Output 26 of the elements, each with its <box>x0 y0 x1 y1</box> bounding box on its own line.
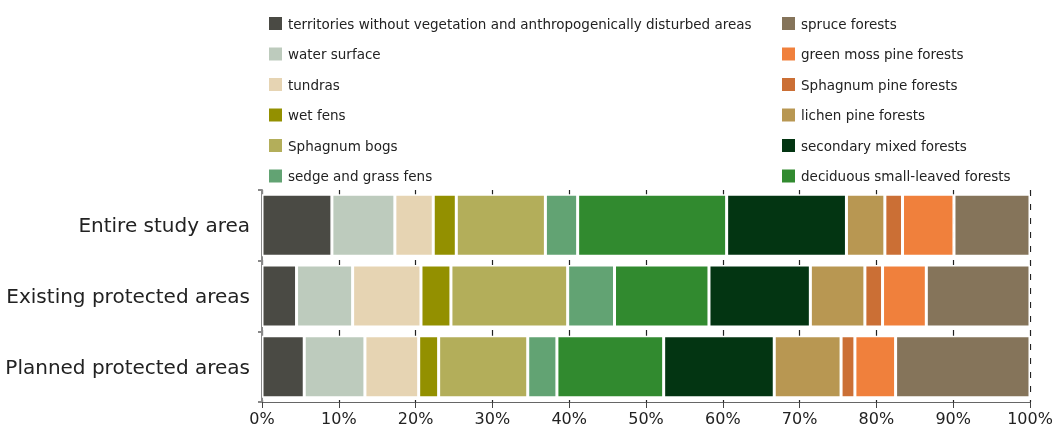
x-tick-label: 0% <box>249 408 275 428</box>
y-tick-label: Existing protected areas <box>6 284 250 308</box>
legend-label: deciduous small-leaved forests <box>801 168 1011 184</box>
x-tick-label: 60% <box>705 408 741 428</box>
x-tick-label: 20% <box>397 408 434 428</box>
x-tick-label: 40% <box>551 408 587 428</box>
x-tick-label: 100% <box>1007 408 1053 428</box>
x-tick-label: 80% <box>858 408 895 428</box>
x-tick-label: 90% <box>935 408 971 428</box>
legend-label: spruce forests <box>801 15 897 32</box>
legend-label: lichen pine forests <box>801 107 926 123</box>
y-tick-label: Planned protected areas <box>5 354 250 379</box>
x-tick-label: 30% <box>474 408 511 428</box>
legend-label: water surface <box>288 46 381 62</box>
legend-label: Sphagnum bogs <box>288 137 398 154</box>
legend-label: sedge and grass fens <box>288 168 433 184</box>
legend-label: secondary mixed forests <box>801 137 967 154</box>
legend-label: tundras <box>288 76 340 93</box>
legend-label: wet fens <box>288 107 346 123</box>
y-tick-label: Entire study area <box>78 213 250 238</box>
x-tick-label: 50% <box>628 408 664 428</box>
x-tick-label: 10% <box>321 408 357 428</box>
legend-label: green moss pine forests <box>801 46 964 62</box>
legend-label: Sphagnum pine forests <box>801 76 958 93</box>
legend-label: territories without vegetation and anthropogenically disturbed areas <box>288 15 752 32</box>
x-tick-label: 70% <box>781 408 818 428</box>
